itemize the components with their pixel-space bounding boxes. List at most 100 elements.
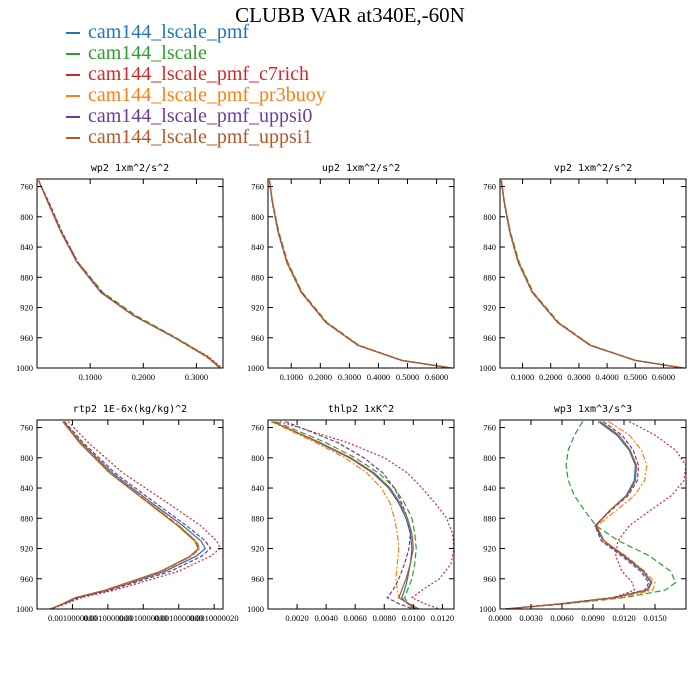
series-line — [38, 180, 221, 368]
panel-title: rtp2 1E-6x(kg/kg)^2 — [73, 404, 187, 415]
x-tick-label: 0.0010000000 — [48, 613, 97, 623]
legend-label: cam144_lscale_pmf_uppsi0 — [88, 105, 313, 127]
series-line — [38, 180, 222, 368]
y-tick-label: 760 — [251, 182, 264, 192]
y-tick-label: 920 — [251, 544, 264, 554]
x-tick-label: 0.1000 — [78, 372, 101, 382]
panel-title: vp2 1xm^2/s^2 — [554, 163, 632, 174]
x-tick-label: 0.2000 — [539, 372, 562, 382]
legend-item: cam144_lscale_pmf_c7rich — [66, 64, 326, 85]
y-tick-label: 880 — [20, 513, 33, 523]
series-line — [500, 180, 684, 368]
series-line — [272, 420, 417, 609]
series-line — [38, 180, 221, 368]
legend-swatch — [66, 115, 80, 118]
x-tick-label: 0.0120 — [431, 613, 454, 623]
series-line — [268, 180, 452, 368]
legend-label: cam144_lscale — [88, 42, 207, 64]
panel-title: up2 1xm^2/s^2 — [322, 163, 400, 174]
x-tick-label: 0.5000 — [624, 372, 647, 382]
legend-swatch — [66, 31, 80, 34]
x-tick-label: 0.0090 — [581, 613, 604, 623]
y-tick-label: 1000 — [479, 363, 496, 373]
legend-item: cam144_lscale — [66, 43, 326, 64]
x-tick-label: 0.4000 — [367, 372, 390, 382]
x-tick-label: 0.0010000000 — [119, 613, 168, 623]
y-tick-label: 840 — [20, 242, 33, 252]
y-tick-label: 800 — [20, 212, 33, 222]
x-tick-label: 0.0030 — [519, 613, 542, 623]
series-line — [38, 180, 221, 368]
series-line — [272, 420, 420, 609]
series-line — [500, 180, 684, 368]
series-line — [500, 180, 684, 368]
y-tick-label: 960 — [483, 333, 496, 343]
series-line — [50, 421, 200, 609]
y-tick-label: 920 — [251, 303, 264, 313]
y-tick-label: 880 — [483, 513, 496, 523]
series-line — [38, 180, 223, 368]
series-line — [268, 180, 452, 368]
panel-frame — [36, 419, 224, 610]
y-tick-label: 1000 — [479, 604, 496, 614]
panel-frame — [267, 419, 455, 610]
y-tick-label: 840 — [483, 483, 496, 493]
panel-1: wp2 1xm^2/s^2 760 800 840 880 920 960 1000 0.100… — [16, 163, 224, 382]
panel-5: thlp2 1xK^2 760 800 840 880 920 960 1000 0.0020 0… — [247, 404, 455, 623]
y-tick-label: 1000 — [247, 604, 264, 614]
x-tick-label: 0.0120 — [612, 613, 635, 623]
panel-2: up2 1xm^2/s^2 760 800 840 880 920 960 1000 0.100… — [247, 163, 455, 382]
legend-label: cam144_lscale_pmf_pr3buoy — [88, 84, 326, 106]
x-tick-label: 0.2000 — [132, 372, 155, 382]
series-line — [505, 421, 650, 609]
x-tick-label: 0.0060 — [550, 613, 573, 623]
y-tick-label: 960 — [251, 333, 264, 343]
series-line — [500, 180, 684, 368]
y-tick-label: 960 — [251, 574, 264, 584]
y-tick-label: 1000 — [247, 363, 264, 373]
x-tick-label: 0.0000 — [488, 613, 511, 623]
series-line — [50, 421, 207, 609]
series-line — [505, 420, 656, 609]
x-tick-label: 0.1000 — [511, 372, 534, 382]
y-tick-label: 760 — [20, 182, 33, 192]
legend-swatch — [66, 136, 80, 139]
series-line — [50, 421, 222, 609]
x-tick-label: 0.0040 — [314, 613, 337, 623]
series-line — [279, 420, 454, 609]
y-tick-label: 760 — [20, 423, 33, 433]
series-line — [38, 180, 221, 368]
y-tick-label: 760 — [251, 423, 264, 433]
y-tick-label: 880 — [483, 272, 496, 282]
x-tick-label: 0.0100 — [402, 613, 425, 623]
legend-swatch — [66, 94, 80, 97]
panel-title: wp2 1xm^2/s^2 — [91, 163, 169, 174]
y-tick-label: 960 — [20, 333, 33, 343]
x-tick-label: 0.6000 — [425, 372, 448, 382]
panel-6: wp3 1xm^3/s^3 760 800 840 880 920 960 10000.000… — [479, 404, 687, 623]
x-tick-label: 0.0080 — [373, 613, 396, 623]
series-line — [275, 420, 417, 609]
panel-3: vp2 1xm^2/s^2 760 800 840 880 920 960 1000 0.100… — [479, 163, 687, 382]
legend-item: cam144_lscale_pmf_uppsi0 — [66, 106, 326, 127]
x-tick-label: 0.0020 — [285, 613, 308, 623]
figure-title: CLUBB VAR at340E,-60N — [235, 3, 465, 27]
y-tick-label: 960 — [20, 574, 33, 584]
series-line — [268, 180, 452, 368]
series-line — [505, 420, 686, 609]
x-tick-label: 0.6000 — [652, 372, 675, 382]
panel-4: rtp2 1E-6x(kg/kg)^2 760 800 840 880 920 960 100… — [16, 404, 239, 623]
x-tick-label: 0.2000 — [309, 372, 332, 382]
x-tick-label: 0.5000 — [396, 372, 419, 382]
series-line — [270, 420, 419, 609]
y-tick-label: 800 — [20, 453, 33, 463]
y-tick-label: 840 — [251, 483, 264, 493]
x-tick-label: 0.0150 — [643, 613, 666, 623]
x-tick-label: 0.0010000020 — [190, 613, 239, 623]
x-tick-label: 0.0010000000 — [154, 613, 203, 623]
x-tick-label: 0.3000 — [567, 372, 590, 382]
x-tick-label: 0.0010000000 — [83, 613, 132, 623]
series-line — [500, 180, 684, 368]
legend: cam144_lscale_pmf cam144_lscale cam144_lsc… — [66, 22, 326, 148]
y-tick-label: 920 — [483, 303, 496, 313]
